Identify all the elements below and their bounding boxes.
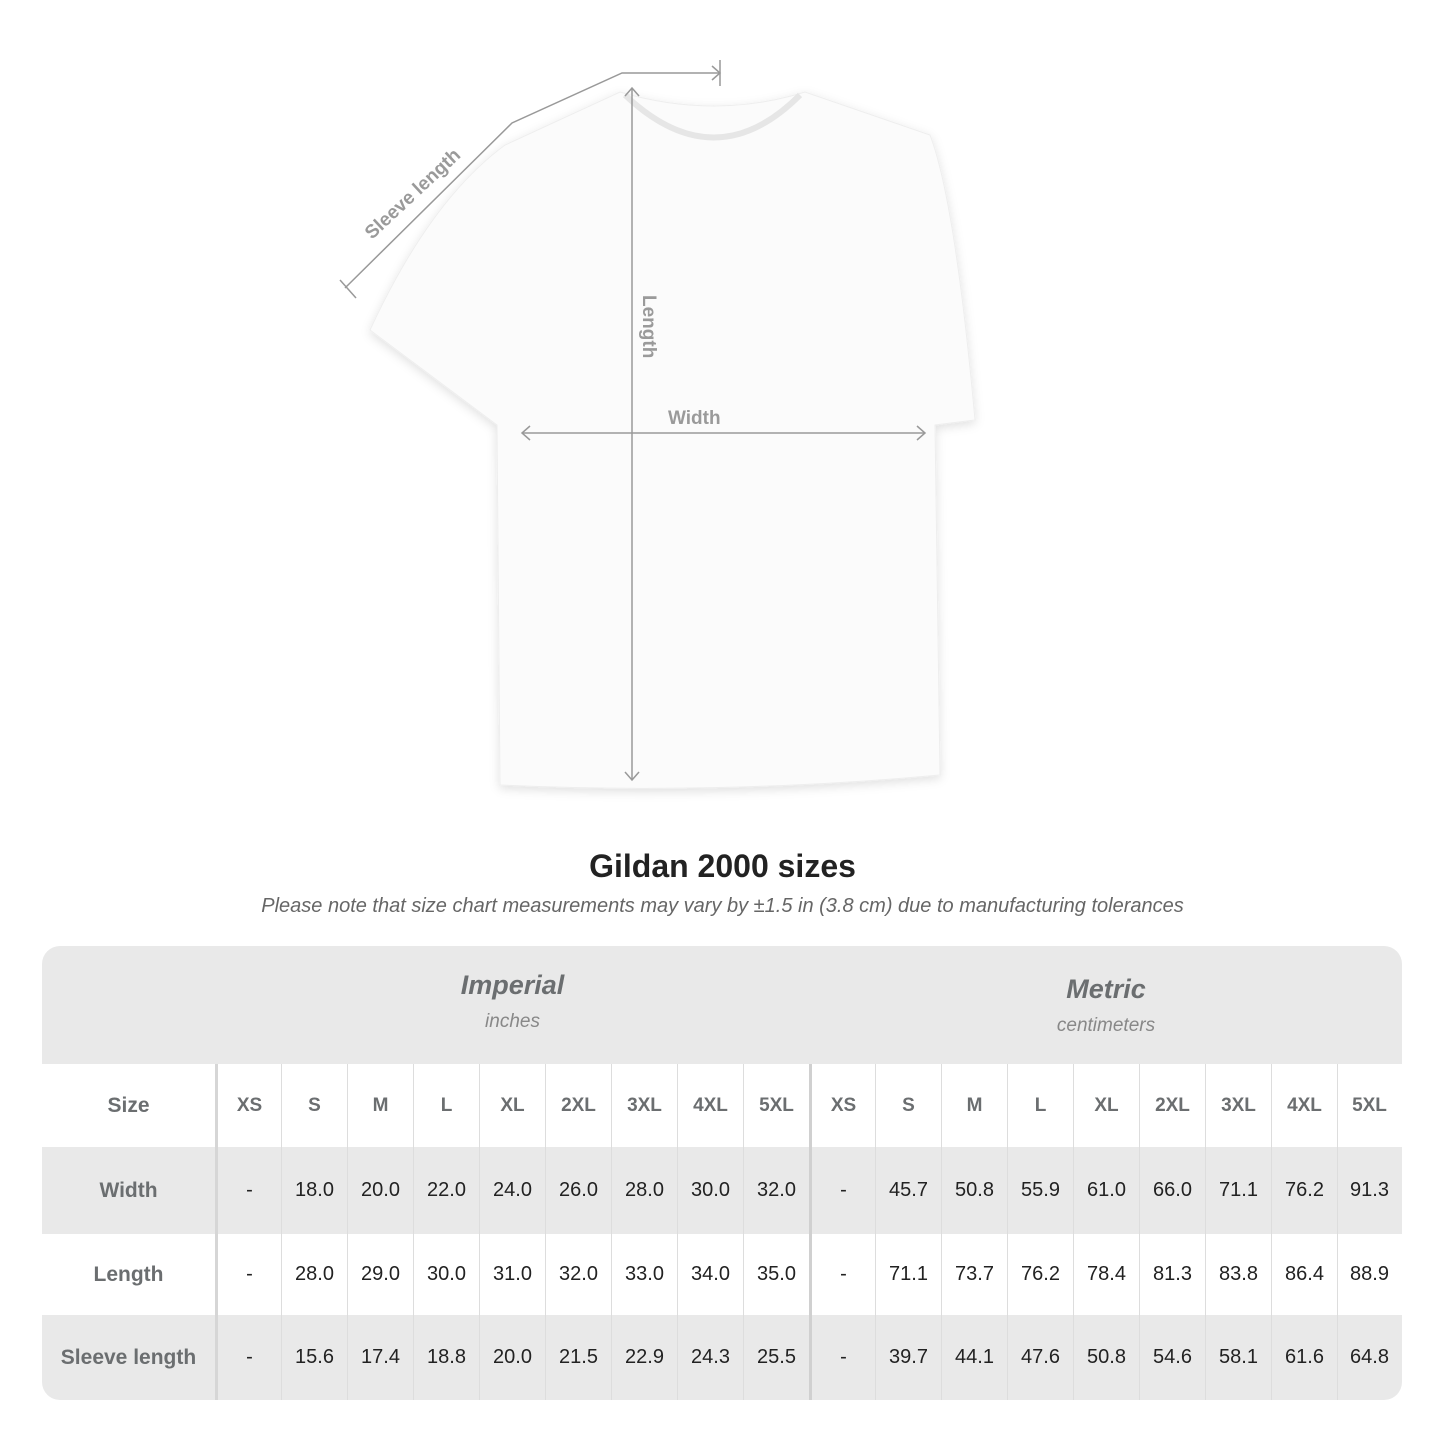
table-cell: - [809,1234,875,1315]
table-cell: 61.0 [1073,1147,1139,1234]
metric-group: Metric centimeters [810,974,1402,1037]
size-column-header: L [413,1064,479,1147]
table-row: Sleeve length -15.6 17.4 18.8 20.0 21.5 22.9 24… [42,1315,1402,1400]
table-cell: 30.0 [677,1147,743,1234]
size-column-header: 2XL [1139,1064,1205,1147]
size-column-header: M [941,1064,1007,1147]
tolerance-note: Please note that size chart measurements… [261,895,1184,917]
table-cell: - [215,1315,281,1400]
table-cell: 86.4 [1271,1234,1337,1315]
size-column-header: 4XL [677,1064,743,1147]
table-cell: 30.0 [413,1234,479,1315]
table-cell: 83.8 [1205,1234,1271,1315]
row-label: Sleeve length [60,1345,197,1369]
table-cell: 26.0 [545,1147,611,1234]
metric-title: Metric [1066,974,1146,1004]
table-cell: 35.0 [743,1234,809,1315]
size-column-header: S [875,1064,941,1147]
table-cell: 76.2 [1007,1234,1073,1315]
table-cell: 32.0 [743,1147,809,1234]
table-cell: 73.7 [941,1234,1007,1315]
metric-unit: centimeters [1056,1015,1156,1036]
table-cell: - [809,1315,875,1400]
size-column-header: 3XL [611,1064,677,1147]
table-cell: 61.6 [1271,1315,1337,1400]
row-label: Width [99,1178,158,1202]
table-cell: 22.9 [611,1315,677,1400]
table-cell: 66.0 [1139,1147,1205,1234]
table-cell: 54.6 [1139,1315,1205,1400]
size-column-header: XL [479,1064,545,1147]
table-row: Length -28.0 29.0 30.0 31.0 32.0 33.0 34.0 35.0-… [42,1234,1402,1315]
table-cell: 15.6 [281,1315,347,1400]
size-column-header: XS [809,1064,875,1147]
table-cell: 76.2 [1271,1147,1337,1234]
table-cell: 50.8 [941,1147,1007,1234]
table-cell: 28.0 [611,1147,677,1234]
size-column-header: 2XL [545,1064,611,1147]
row-label: Length [93,1262,164,1286]
row-label: Size [107,1093,150,1117]
table-cell: 91.3 [1337,1147,1401,1234]
table-cell: 39.7 [875,1315,941,1400]
table-cell: 55.9 [1007,1147,1073,1234]
size-column-header: 3XL [1205,1064,1271,1147]
table-cell: 18.8 [413,1315,479,1400]
size-column-header: XS [215,1064,281,1147]
table-cell: 17.4 [347,1315,413,1400]
table-cell: 58.1 [1205,1315,1271,1400]
table-cell: 78.4 [1073,1234,1139,1315]
table-cell: - [809,1147,875,1234]
table-cell: 88.9 [1337,1234,1401,1315]
page-title: Gildan 2000 sizes [589,848,856,884]
table-cell: 18.0 [281,1147,347,1234]
table-cell: 45.7 [875,1147,941,1234]
table-cell: 71.1 [875,1234,941,1315]
table-cell: 21.5 [545,1315,611,1400]
table-cell: 44.1 [941,1315,1007,1400]
size-column-header: XL [1073,1064,1139,1147]
table-cell: 81.3 [1139,1234,1205,1315]
size-column-header: 5XL [743,1064,809,1147]
size-table: Imperial inches Metric centimeters Size X… [42,946,1402,1400]
size-column-header: 5XL [1337,1064,1401,1147]
table-cell: 28.0 [281,1234,347,1315]
imperial-group: Imperial inches [215,970,810,1033]
table-row: Width -18.0 20.0 22.0 24.0 26.0 28.0 30.0 32.0-4… [42,1147,1402,1234]
imperial-title: Imperial [460,970,565,1000]
table-cell: 24.3 [677,1315,743,1400]
table-cell: 33.0 [611,1234,677,1315]
table-cell: 24.0 [479,1147,545,1234]
size-column-header: 4XL [1271,1064,1337,1147]
table-cell: 50.8 [1073,1315,1139,1400]
table-cell: 22.0 [413,1147,479,1234]
table-cell: 20.0 [347,1147,413,1234]
table-cell: 25.5 [743,1315,809,1400]
table-cell: 20.0 [479,1315,545,1400]
width-label: Width [668,408,721,429]
table-cell: - [215,1147,281,1234]
tshirt-image [369,91,976,789]
size-header-row: Size XS S M L XL 2XL 3XL 4XL 5XL XS S M L XL 2XL 3XL 4XL 5… [42,1064,1402,1147]
measure-lines [339,60,927,782]
table-cell: - [215,1234,281,1315]
table-cell: 47.6 [1007,1315,1073,1400]
table-cell: 31.0 [479,1234,545,1315]
table-cell: 64.8 [1337,1315,1401,1400]
tshirt-diagram: Sleeve length Length Width [339,60,976,789]
unit-header [42,946,1402,1064]
table-cell: 29.0 [347,1234,413,1315]
size-column-header: L [1007,1064,1073,1147]
table-cell: 71.1 [1205,1147,1271,1234]
table-cell: 32.0 [545,1234,611,1315]
length-label: Length [638,295,659,358]
size-column-header: S [281,1064,347,1147]
imperial-unit: inches [485,1011,540,1032]
table-cell: 34.0 [677,1234,743,1315]
size-column-header: M [347,1064,413,1147]
